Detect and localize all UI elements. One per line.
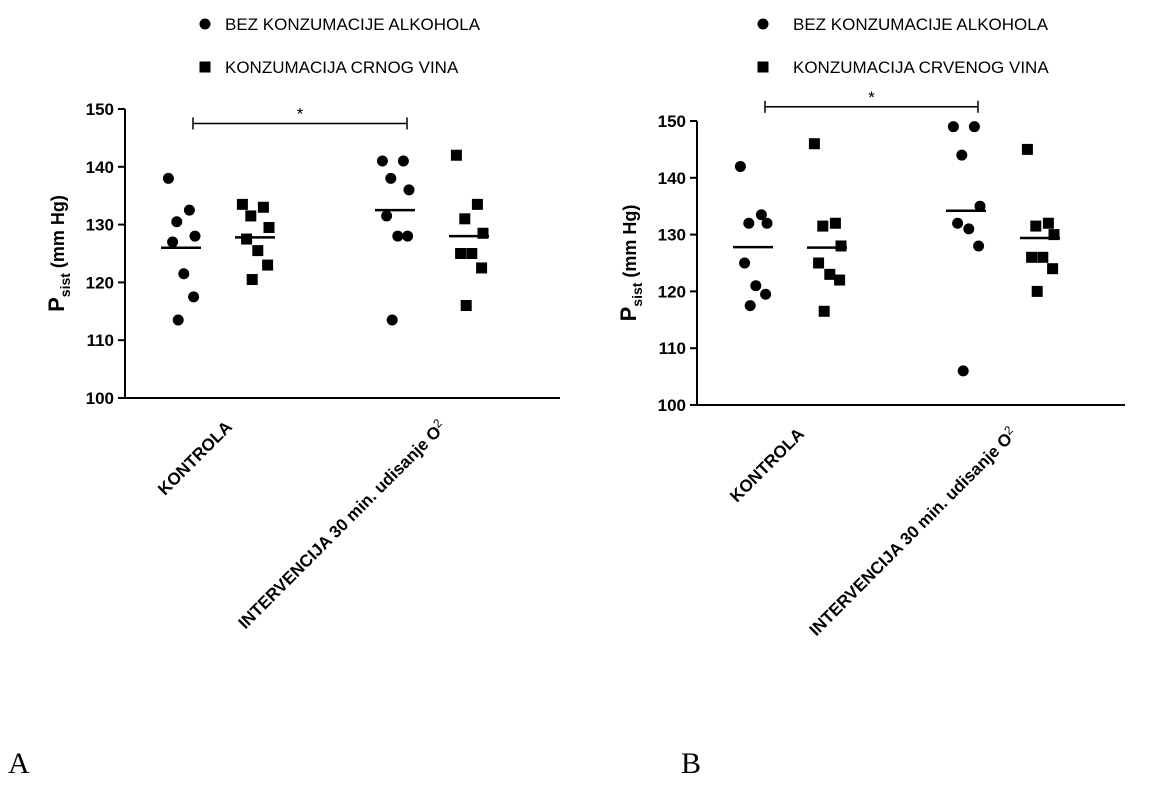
data-point-square [1021, 143, 1033, 155]
y-tick-label: 140 [86, 158, 114, 177]
data-point-square [471, 198, 483, 210]
y-tick-label: 120 [86, 273, 114, 292]
data-point-square [460, 300, 472, 312]
data-point-square [1042, 217, 1054, 229]
data-point-circle [188, 291, 200, 303]
data-point-circle [381, 210, 393, 222]
x-category-label: INTERVENCIJA 30 min. udisanje O2 [233, 416, 450, 633]
data-point-square [813, 257, 825, 269]
y-tick-label: 100 [658, 396, 686, 415]
data-point-circle [172, 314, 184, 326]
data-point-circle [392, 230, 404, 242]
x-category-label: INTERVENCIJA 30 min. udisanje O2 [804, 423, 1021, 640]
x-category-label: KONTROLA [726, 424, 808, 506]
data-point-circle [376, 155, 388, 167]
legend-label: KONZUMACIJA CRVENOG VINA [793, 58, 1049, 77]
data-point-square [1047, 263, 1059, 275]
data-point-circle [952, 217, 964, 229]
data-point-square [1026, 251, 1038, 263]
data-point-circle [171, 216, 183, 228]
legend-label: KONZUMACIJA CRNOG VINA [225, 58, 459, 77]
data-point-circle [968, 121, 980, 133]
data-point-square [824, 268, 836, 280]
data-point-circle [743, 217, 755, 229]
data-point-square [808, 138, 820, 150]
data-point-square [1037, 251, 1049, 263]
panel-letter: B [681, 747, 701, 780]
y-tick-label: 130 [86, 216, 114, 235]
data-point-circle [963, 223, 975, 235]
data-point-square [241, 233, 253, 245]
data-point-square [835, 240, 847, 252]
data-point-circle [178, 268, 190, 280]
data-point-square [236, 198, 248, 210]
data-point-square [246, 274, 258, 286]
data-point-circle [397, 155, 409, 167]
y-tick-label: 120 [658, 282, 686, 301]
data-point-circle [386, 314, 398, 326]
legend-label: BEZ KONZUMACIJE ALKOHOLA [793, 15, 1049, 34]
data-point-square [818, 305, 830, 317]
data-point-circle [385, 172, 397, 184]
data-point-circle [947, 121, 959, 133]
data-point-square [1031, 285, 1043, 297]
data-point-square [450, 149, 462, 161]
y-axis-title: Psist (mm Hg) [616, 205, 645, 322]
data-point-circle [761, 217, 773, 229]
data-point-square [476, 262, 488, 274]
data-point-square [829, 217, 841, 229]
y-tick-label: 130 [658, 226, 686, 245]
data-point-square [1048, 229, 1060, 241]
data-point-square [817, 220, 829, 232]
data-point-circle [973, 240, 985, 252]
legend-circle-marker [757, 18, 769, 30]
data-point-square [245, 210, 257, 222]
data-point-square [1030, 220, 1042, 232]
data-point-circle [189, 230, 201, 242]
y-tick-label: 110 [659, 339, 686, 358]
x-category-label: KONTROLA [154, 417, 236, 499]
legend-label: BEZ KONZUMACIJE ALKOHOLA [225, 15, 481, 34]
data-point-square [477, 227, 489, 239]
data-point-circle [403, 184, 415, 196]
data-point-circle [744, 300, 756, 312]
y-tick-label: 110 [87, 331, 114, 350]
legend: BEZ KONZUMACIJE ALKOHOLA KONZUMACIJA CRVE… [757, 15, 1049, 77]
data-point-square [455, 248, 467, 259]
panel-letter: A [8, 747, 30, 780]
data-point-circle [760, 288, 772, 300]
data-point-circle [734, 160, 746, 172]
data-point-circle [755, 209, 767, 221]
legend: BEZ KONZUMACIJE ALKOHOLA KONZUMACIJA CRNO… [199, 15, 481, 77]
legend-square-marker [757, 61, 769, 73]
data-point-square [459, 213, 471, 225]
data-point-square [257, 201, 269, 213]
data-point-circle [402, 230, 414, 242]
significance-star: * [868, 88, 875, 107]
data-point-square [263, 221, 275, 233]
data-point-square [834, 274, 846, 286]
data-point-circle [162, 172, 174, 184]
y-tick-label: 140 [658, 169, 686, 188]
data-point-square [262, 259, 274, 271]
y-tick-label: 100 [86, 389, 114, 408]
legend-circle-marker [199, 18, 211, 30]
y-axis-title: Psist (mm Hg) [44, 195, 73, 312]
data-point-circle [974, 200, 986, 212]
chart-panel-a: BEZ KONZUMACIJE ALKOHOLA KONZUMACIJA CRNO… [8, 15, 560, 780]
chart-panel-b: BEZ KONZUMACIJE ALKOHOLA KONZUMACIJA CRVE… [616, 15, 1125, 780]
y-tick-label: 150 [658, 112, 686, 131]
data-point-circle [750, 280, 762, 292]
data-point-circle [956, 149, 968, 161]
data-point-circle [167, 236, 179, 248]
legend-square-marker [199, 61, 211, 73]
data-point-square [466, 248, 478, 259]
data-point-square [252, 245, 264, 257]
data-point-circle [739, 257, 751, 269]
significance-star: * [297, 104, 304, 123]
data-point-circle [183, 204, 195, 216]
y-tick-label: 150 [86, 100, 114, 119]
data-point-circle [957, 365, 969, 377]
